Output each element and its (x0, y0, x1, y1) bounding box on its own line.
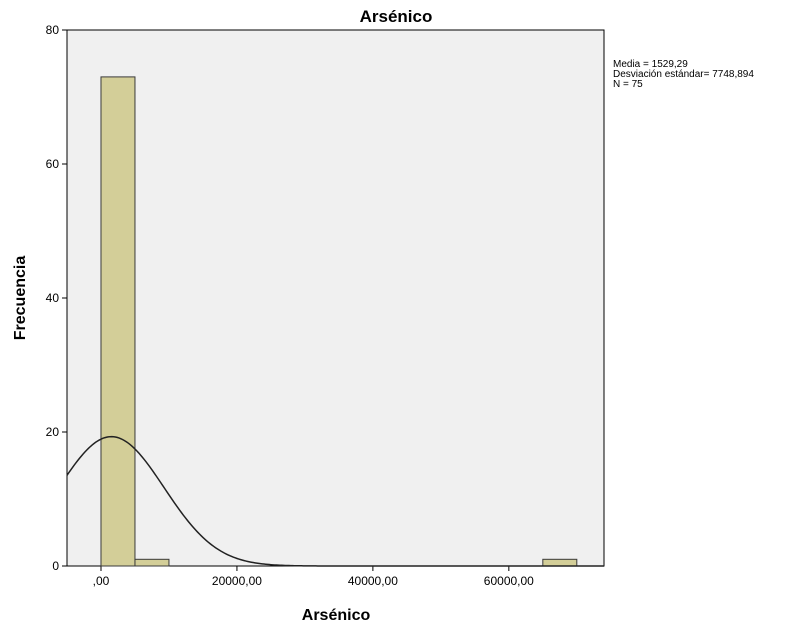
y-tick-label-0: 0 (52, 559, 59, 573)
plot-area (66, 29, 605, 567)
x-axis-ticks: ,00 20000,00 40000,00 60000,00 (93, 566, 534, 588)
x-tick-label-1: 20000,00 (212, 574, 262, 588)
x-axis-label: Arsénico (302, 607, 371, 624)
chart-title: Arsénico (360, 7, 433, 26)
y-axis-ticks: 0 20 40 60 80 (46, 23, 67, 573)
histogram-bar-0 (100, 76, 136, 567)
histogram-bars (100, 76, 578, 567)
y-tick-label-2: 40 (46, 291, 60, 305)
histogram-bar-2 (542, 558, 578, 567)
x-tick-label-0: ,00 (93, 574, 110, 588)
normal-curve (66, 435, 604, 567)
y-tick-label-1: 20 (46, 425, 60, 439)
stats-std-dev: Desviación estándar= 7748,894 (613, 69, 754, 80)
stats-n: N = 75 (613, 79, 643, 90)
y-tick-label-3: 60 (46, 157, 60, 171)
histogram-bar-1 (134, 558, 170, 567)
x-tick-label-2: 40000,00 (348, 574, 398, 588)
stats-mean: Media = 1529,29 (613, 59, 688, 70)
y-tick-label-4: 80 (46, 23, 60, 37)
y-axis-label: Frecuencia (12, 256, 29, 341)
stats-box: Media = 1529,29 Desviación estándar= 774… (613, 60, 754, 90)
x-tick-label-3: 60000,00 (484, 574, 534, 588)
